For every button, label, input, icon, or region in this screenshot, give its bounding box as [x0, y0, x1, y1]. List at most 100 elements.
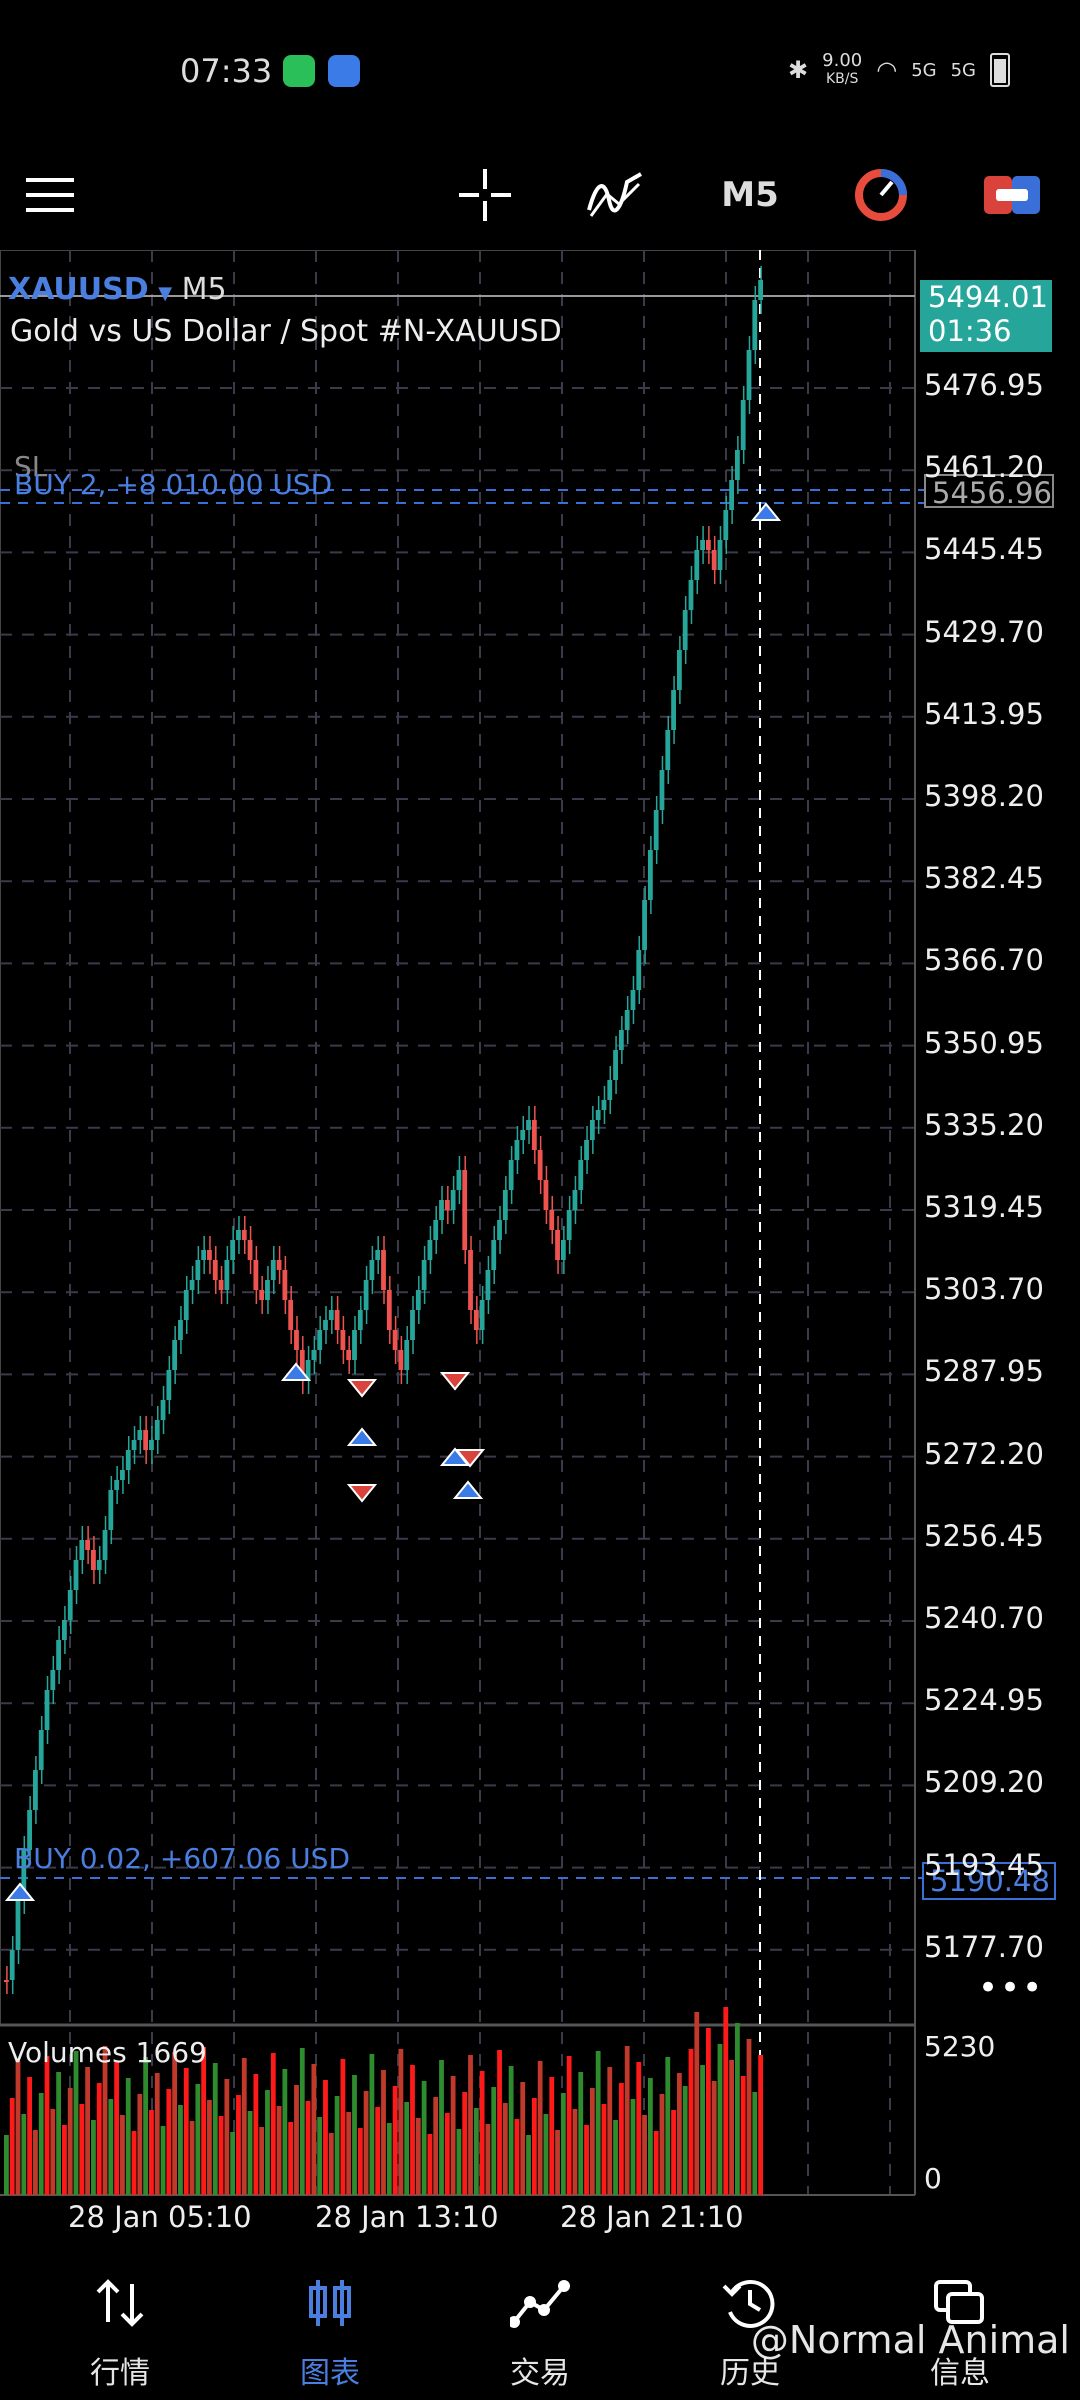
- buy-position-label-2[interactable]: BUY 0.02, +607.06 USD: [14, 1842, 351, 1875]
- weather-notification-icon: [328, 55, 360, 87]
- volume-bar: [624, 2046, 630, 2195]
- one-click-trading-button[interactable]: [850, 140, 912, 250]
- candle-body: [479, 1300, 485, 1330]
- volume-bar: [456, 2129, 462, 2195]
- buy-position-label-1[interactable]: BUY 2, +8 010.00 USD: [14, 468, 333, 501]
- price-tick-label: 5461.20: [924, 450, 1044, 485]
- candle-body: [62, 1620, 67, 1640]
- price-tick-label: 5319.45: [924, 1190, 1044, 1224]
- candle-body: [282, 1270, 288, 1300]
- candle-body: [717, 540, 723, 570]
- chart-candles-icon: [309, 2280, 351, 2326]
- status-bar: 07:33 ✱ 9.00 KB/S ◠ 5G 5G: [0, 0, 1080, 140]
- candle-body: [613, 1050, 618, 1080]
- volume-bar: [566, 2056, 572, 2195]
- tab-chart-label: 图表: [300, 2356, 360, 2391]
- sell-arrow-icon: [454, 1449, 486, 1468]
- volume-bar: [137, 2094, 143, 2195]
- candle-body: [4, 1980, 9, 1982]
- tab-quotes[interactable]: 行情: [40, 2220, 200, 2400]
- more-options-icon[interactable]: •••: [978, 1968, 1045, 2008]
- volume-bar: [485, 2124, 491, 2195]
- candle-body: [560, 1240, 566, 1260]
- candle-body: [247, 1240, 253, 1260]
- volume-bar: [386, 2123, 392, 2195]
- tab-history[interactable]: 历史: [670, 2220, 830, 2400]
- candle-body: [624, 1010, 630, 1030]
- watermark: @Normal Animal: [751, 2318, 1070, 2362]
- price-tick-label: 5366.70: [924, 943, 1044, 978]
- candle-body: [218, 1280, 224, 1290]
- candle-body: [398, 1350, 404, 1370]
- tab-messages[interactable]: 信息: [880, 2220, 1040, 2400]
- volume-bar: [311, 2064, 317, 2195]
- candle-body: [647, 850, 653, 900]
- crosshair-button[interactable]: [455, 140, 515, 250]
- volume-bar: [502, 2103, 508, 2195]
- volume-bar: [671, 2110, 676, 2195]
- volume-bar: [270, 2053, 276, 2195]
- candle-body: [653, 810, 659, 850]
- candle-body: [758, 280, 763, 300]
- volume-bar: [572, 2109, 578, 2195]
- candle-body: [584, 1140, 589, 1160]
- menu-button[interactable]: [20, 140, 80, 250]
- price-chart[interactable]: XAUUSD ▼ M5 Gold vs US Dollar / Spot #N-…: [0, 249, 1080, 2234]
- volume-bar: [317, 2117, 323, 2195]
- candle-body: [357, 1310, 363, 1330]
- volume-bar: [653, 2131, 659, 2195]
- volume-bar: [752, 2092, 758, 2195]
- candle-body: [21, 1850, 27, 1900]
- signal-1-icon: 5G: [911, 59, 937, 81]
- candle-body: [323, 1320, 328, 1330]
- sell-arrow-icon: [439, 1372, 471, 1391]
- volume-bar: [676, 2073, 682, 2195]
- candle-body: [688, 580, 694, 610]
- volume-bar: [91, 2120, 96, 2195]
- volume-bar: [601, 2104, 607, 2195]
- volume-bar: [369, 2054, 375, 2195]
- tab-trade-label: 交易: [510, 2356, 570, 2391]
- candle-body: [311, 1350, 317, 1360]
- candle-body: [618, 1030, 624, 1050]
- volume-bar: [253, 2074, 259, 2195]
- candle-body: [421, 1260, 427, 1290]
- volume-bar: [717, 2044, 723, 2195]
- tab-trade[interactable]: 交易: [460, 2220, 620, 2400]
- candle-body: [427, 1240, 433, 1260]
- candle-body: [456, 1170, 462, 1190]
- indicators-button[interactable]: [585, 140, 645, 250]
- volume-bar: [415, 2118, 421, 2195]
- indicator-icon: [587, 172, 642, 217]
- volume-bar: [688, 2049, 694, 2195]
- timeframe-button[interactable]: M5: [715, 140, 785, 250]
- volume-bar: [555, 2130, 560, 2195]
- speedometer-icon: [855, 169, 907, 221]
- candle-body: [601, 1100, 607, 1110]
- tab-chart[interactable]: 图表: [250, 2220, 410, 2400]
- volume-bar: [734, 2023, 740, 2195]
- volume-bar: [276, 2106, 282, 2195]
- time-label-3: 28 Jan 21:10: [560, 2200, 744, 2234]
- quotes-icon: [96, 2279, 144, 2327]
- candle-body: [265, 1280, 270, 1300]
- candle-body: [444, 1200, 450, 1210]
- volume-bar: [62, 2125, 67, 2195]
- volume-bar: [4, 2135, 9, 2195]
- volume-label: Volumes 1669: [8, 2036, 207, 2069]
- candle-body: [694, 550, 700, 580]
- candle-body: [125, 1450, 131, 1470]
- candle-body: [630, 990, 636, 1010]
- candle-body: [102, 1530, 108, 1560]
- symbol-name: XAUUSD: [8, 272, 149, 307]
- battery-icon: [990, 53, 1010, 87]
- candle-body: [73, 1560, 79, 1590]
- buy-2-price-tag: 5190.48: [922, 1862, 1056, 1900]
- trade-button[interactable]: [982, 140, 1042, 250]
- candle-body: [340, 1330, 346, 1350]
- buy-arrow-icon: [280, 1362, 312, 1381]
- volume-bar: [531, 2098, 537, 2195]
- volume-bar: [647, 2078, 653, 2195]
- symbol-header[interactable]: XAUUSD ▼ M5: [8, 272, 227, 307]
- candle-body: [178, 1320, 183, 1340]
